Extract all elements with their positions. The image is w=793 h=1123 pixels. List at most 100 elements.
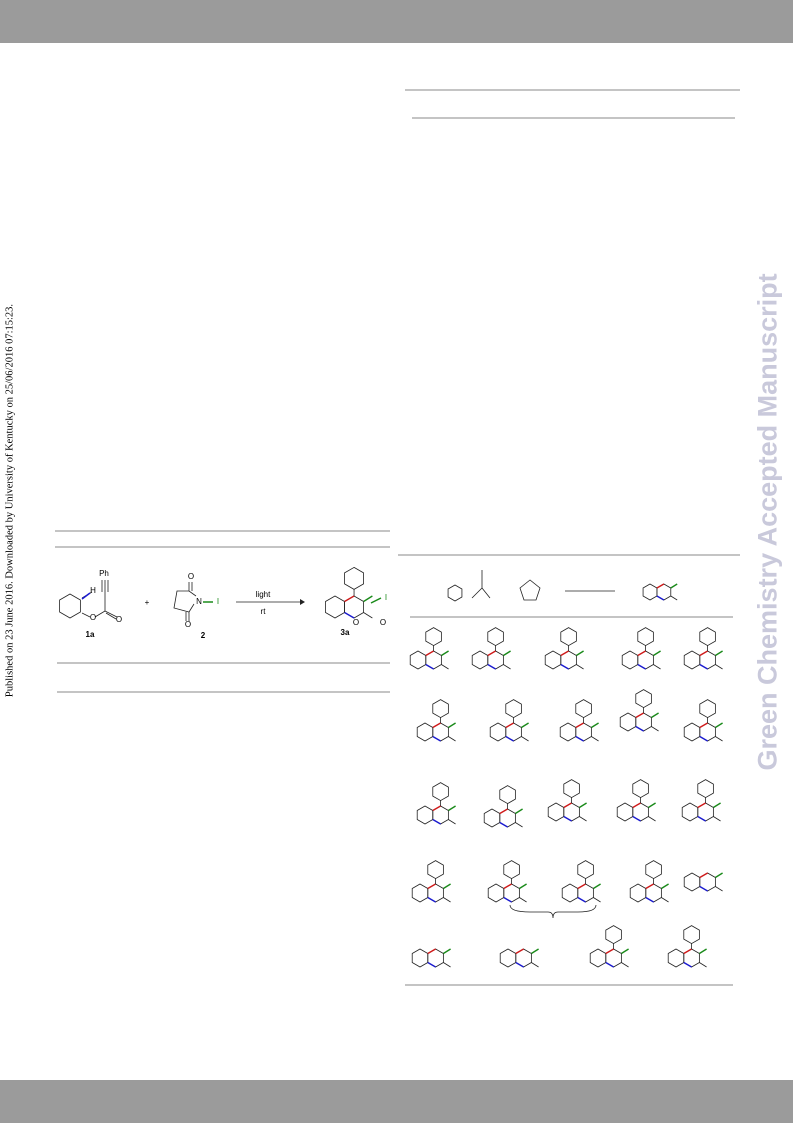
ring: [325, 595, 345, 619]
ring: [489, 722, 507, 742]
compound-label: 3a: [341, 628, 350, 637]
label: O: [90, 613, 96, 622]
bond: [591, 736, 599, 742]
ring: [487, 883, 505, 903]
ring: [621, 650, 639, 670]
bond: [515, 808, 523, 815]
ring: [425, 627, 442, 647]
bond: [715, 886, 723, 892]
bond: [515, 948, 524, 955]
bond: [515, 961, 524, 968]
ring: [505, 699, 522, 719]
ring: [605, 925, 622, 945]
ring: [471, 650, 489, 670]
bond: [363, 612, 373, 619]
compound-label: 2: [201, 631, 206, 640]
bond: [505, 722, 514, 729]
bond: [575, 735, 584, 742]
bond: [487, 650, 496, 657]
ring: [483, 808, 501, 828]
bond: [651, 712, 659, 719]
bond: [605, 948, 614, 955]
ring: [416, 722, 434, 742]
bond: [697, 815, 706, 822]
bond: [560, 650, 569, 657]
bond: [515, 822, 523, 828]
bond: [427, 961, 436, 968]
bond: [503, 650, 511, 657]
ring: [503, 860, 520, 880]
bond: [443, 962, 451, 968]
bond: [605, 961, 614, 968]
label: O: [380, 618, 386, 627]
label: H: [90, 586, 96, 595]
bond: [699, 663, 708, 670]
arrow-head: [300, 599, 305, 605]
ring: [575, 699, 592, 719]
bond: [448, 819, 456, 825]
bond: [344, 595, 355, 603]
bond: [577, 896, 586, 903]
bond: [648, 802, 656, 809]
bond: [699, 650, 708, 657]
bond: [441, 650, 449, 657]
bond: [713, 816, 721, 822]
ring: [683, 872, 701, 892]
bond: [432, 805, 441, 812]
bond: [593, 883, 601, 890]
ring: [629, 883, 647, 903]
ring: [563, 779, 580, 799]
label: N: [196, 597, 202, 606]
condition: rt: [261, 607, 267, 616]
bond: [699, 735, 708, 742]
bond: [656, 583, 665, 589]
ring: [427, 860, 444, 880]
ring: [411, 948, 429, 968]
ring: [447, 584, 463, 602]
bond: [499, 821, 508, 828]
label: O: [185, 620, 191, 629]
bond: [715, 722, 723, 729]
bond: [656, 595, 665, 601]
bond: [648, 816, 656, 822]
bond: [579, 802, 587, 809]
bond: [448, 805, 456, 812]
ring: [637, 627, 654, 647]
bond: [576, 664, 584, 670]
ring: [619, 712, 637, 732]
bond: [661, 897, 669, 903]
bond: [670, 583, 678, 589]
bond: [448, 722, 456, 729]
bond: [670, 595, 678, 601]
ring: [544, 650, 562, 670]
bond: [699, 885, 708, 892]
bond: [621, 962, 629, 968]
bond: [521, 722, 529, 729]
ring: [699, 627, 716, 647]
brace: [509, 904, 597, 919]
ring: [681, 802, 699, 822]
bond: [503, 664, 511, 670]
bond: [432, 735, 441, 742]
bond: [503, 896, 512, 903]
bond: [635, 712, 644, 719]
bond: [637, 650, 646, 657]
bond: [563, 802, 572, 809]
label: O: [353, 618, 359, 627]
bond: [521, 736, 529, 742]
ring: [416, 805, 434, 825]
ring: [547, 802, 565, 822]
ring: [699, 699, 716, 719]
structures: [59, 566, 723, 968]
ring: [499, 948, 517, 968]
bond: [632, 815, 641, 822]
bond: [432, 722, 441, 729]
bond: [344, 611, 355, 619]
bond: [645, 883, 654, 890]
bond: [427, 883, 436, 890]
ring: [683, 722, 701, 742]
bond: [499, 808, 508, 815]
bond: [715, 736, 723, 742]
bond: [591, 722, 599, 729]
ring: [59, 593, 81, 619]
